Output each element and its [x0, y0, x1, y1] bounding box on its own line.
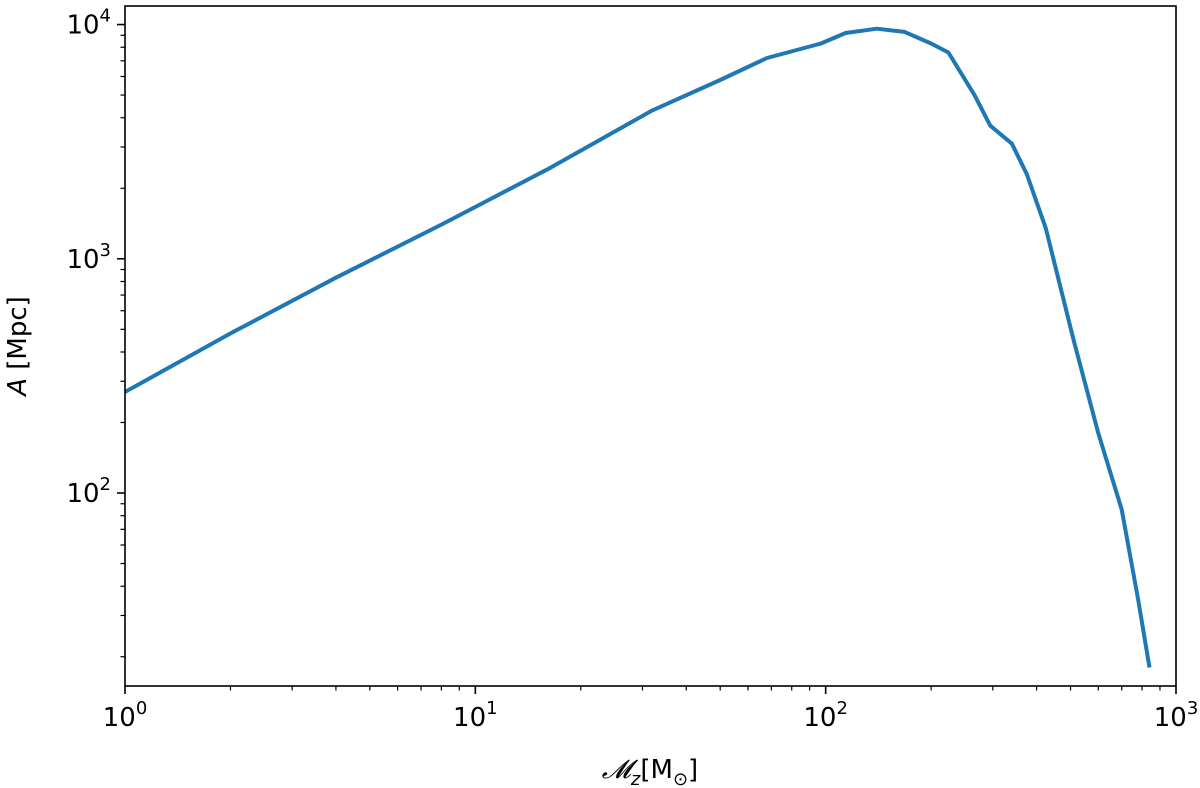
x-axis-label-unit-subscript: ⊙: [673, 769, 688, 788]
series-line: [124, 26, 1152, 668]
ticks-layer: 100 101 102 103 102 103 104: [66, 6, 1198, 733]
x-tick-label: 102: [803, 698, 848, 733]
x-axis-label: 𝓜z[M⊙]: [602, 755, 698, 788]
x-axis-label-subscript: z: [630, 769, 641, 788]
y-axis-label: A [Mpc]: [3, 296, 33, 398]
y-tick-label: 103: [66, 240, 111, 275]
y-axis-label-unit: [Mpc]: [3, 296, 33, 378]
y-tick-label: 102: [66, 474, 111, 509]
series-layer: [124, 26, 1152, 668]
y-tick-label: 104: [66, 6, 111, 41]
y-axis-label-symbol: A: [3, 378, 33, 398]
x-tick-label: 103: [1154, 698, 1199, 733]
x-axis-label-unit: [M: [640, 755, 673, 785]
x-tick-label: 100: [103, 698, 148, 733]
x-tick-label: 101: [453, 698, 498, 733]
x-axis-label-unit-close: ]: [688, 755, 698, 785]
plot-frame: [124, 5, 1177, 687]
